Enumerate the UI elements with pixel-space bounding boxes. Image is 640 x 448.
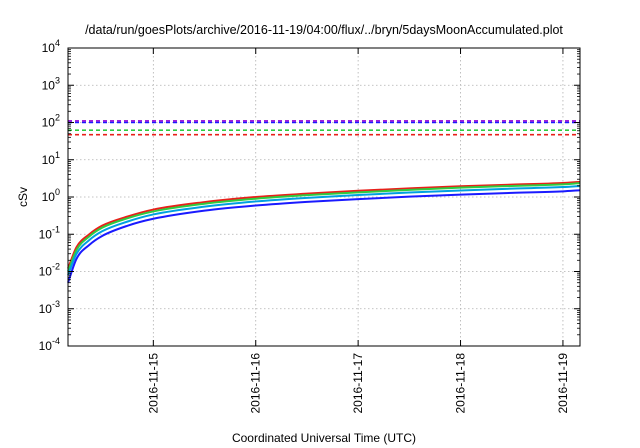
- series-line: [67, 182, 581, 272]
- axis-ticks: [68, 47, 580, 347]
- y-tick-label: 103: [42, 75, 60, 92]
- y-tick-label: 102: [42, 113, 60, 130]
- y-tick-label: 10-2: [39, 262, 60, 279]
- x-tick-label: 2016-11-19: [556, 353, 570, 414]
- x-tick-labels: 2016-11-15 2016-11-16 2016-11-17 2016-11-18…: [146, 353, 570, 414]
- series-line: [67, 189, 581, 284]
- y-axis-label: cSv: [16, 187, 30, 207]
- y-tick-label: 10-4: [39, 336, 60, 353]
- y-tick-label: 10-1: [39, 224, 60, 241]
- y-tick-label: 101: [42, 150, 60, 167]
- x-tick-label: 2016-11-17: [351, 353, 365, 414]
- y-tick-label: 10-3: [39, 299, 60, 316]
- reference-lines: [68, 120, 580, 136]
- y-tick-label: 104: [42, 38, 60, 55]
- x-tick-label: 2016-11-16: [249, 353, 263, 414]
- x-tick-label: 2016-11-18: [454, 353, 468, 414]
- chart-title: /data/run/goesPlots/archive/2016-11-19/0…: [85, 23, 563, 37]
- series-line: [67, 184, 581, 276]
- series-line: [67, 180, 581, 269]
- data-series: [67, 180, 581, 284]
- x-axis-label: Coordinated Universal Time (UTC): [232, 431, 416, 445]
- y-tick-label: 100: [42, 187, 60, 204]
- y-tick-labels: 10-4 10-3 10-2 10-1 100 101 102 103 104: [39, 38, 60, 353]
- x-tick-label: 2016-11-15: [146, 353, 160, 414]
